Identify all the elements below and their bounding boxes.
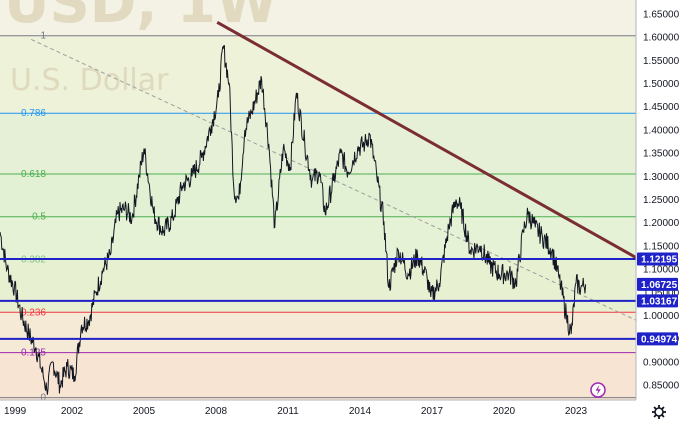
level-price-tag-bg bbox=[637, 332, 678, 346]
x-tick-label: 1999 bbox=[4, 406, 27, 417]
fib-zone bbox=[0, 259, 636, 313]
trend-line-resistance[interactable] bbox=[216, 20, 637, 259]
price-line[interactable] bbox=[0, 45, 587, 395]
y-tick-label: 1.10000 bbox=[643, 265, 680, 276]
x-tick-label: 2023 bbox=[565, 406, 588, 417]
fib-zone bbox=[0, 216, 636, 260]
lightning-icon-glyph bbox=[595, 384, 601, 396]
fib-level-label: 0 bbox=[40, 393, 46, 404]
y-tick-label: 0.90000 bbox=[643, 357, 680, 368]
x-tick-label: 2005 bbox=[133, 406, 156, 417]
x-tick-label: 2002 bbox=[61, 406, 84, 417]
y-tick-label: 1.20000 bbox=[643, 218, 680, 229]
y-tick-label: 1.00000 bbox=[643, 311, 680, 322]
x-tick-label: 2011 bbox=[277, 406, 299, 417]
fib-zone bbox=[0, 35, 636, 114]
gear-icon-tooth bbox=[661, 414, 665, 418]
fib-level-label: 0.786 bbox=[21, 108, 46, 119]
fib-level-label: 0.5 bbox=[32, 212, 46, 223]
y-tick-label: 1.15000 bbox=[643, 241, 680, 252]
y-tick-label: 1.35000 bbox=[643, 149, 680, 160]
fib-zone-top bbox=[0, 0, 636, 36]
gear-icon-tooth bbox=[653, 414, 657, 418]
level-price-tag: 1.03167 bbox=[641, 296, 678, 307]
fib-zone bbox=[0, 312, 636, 353]
y-tick-label: 1.65000 bbox=[643, 9, 680, 20]
x-tick-label: 2017 bbox=[421, 406, 444, 417]
x-tick-label: 2014 bbox=[349, 406, 372, 417]
watermark-name: U.S. Dollar bbox=[10, 63, 169, 98]
fib-level-label: 1 bbox=[40, 31, 46, 42]
y-tick-label: 1.30000 bbox=[643, 172, 680, 183]
level-price-tag: 1.12195 bbox=[641, 254, 678, 265]
y-tick-label: 1.40000 bbox=[643, 125, 680, 136]
fib-zone-bottom bbox=[0, 397, 636, 400]
fib-level-label: 0.125 bbox=[21, 348, 46, 359]
level-price-tag-bg bbox=[637, 252, 678, 266]
fib-level-label: 0.236 bbox=[21, 307, 46, 318]
level-price-tag: 0.94974 bbox=[641, 334, 678, 345]
fib-level-label: 0.618 bbox=[21, 169, 46, 180]
y-tick-label: 1.60000 bbox=[643, 33, 680, 44]
gear-icon-tooth bbox=[653, 406, 657, 410]
last-price-tag: 1.06725 bbox=[641, 280, 678, 291]
gear-icon-tooth bbox=[661, 406, 665, 410]
y-tick-label: 1.50000 bbox=[643, 79, 680, 90]
fib-zone bbox=[0, 113, 636, 175]
last-price-tag-bg bbox=[637, 277, 678, 291]
x-tick-label: 2020 bbox=[493, 406, 516, 417]
price-axis[interactable] bbox=[636, 0, 680, 423]
y-tick-label: 1.55000 bbox=[643, 56, 680, 67]
y-tick-label: 1.25000 bbox=[643, 195, 680, 206]
y-tick-label: 1.05000 bbox=[643, 288, 680, 299]
level-price-tag-bg bbox=[637, 294, 678, 308]
fib-zone bbox=[0, 352, 636, 398]
gear-icon[interactable] bbox=[654, 407, 664, 417]
y-tick-label: 1.45000 bbox=[643, 102, 680, 113]
x-tick-label: 2008 bbox=[205, 406, 228, 417]
y-tick-label: 0.85000 bbox=[643, 381, 680, 392]
time-axis[interactable] bbox=[0, 400, 636, 423]
trend-line-dashed[interactable] bbox=[30, 38, 637, 321]
